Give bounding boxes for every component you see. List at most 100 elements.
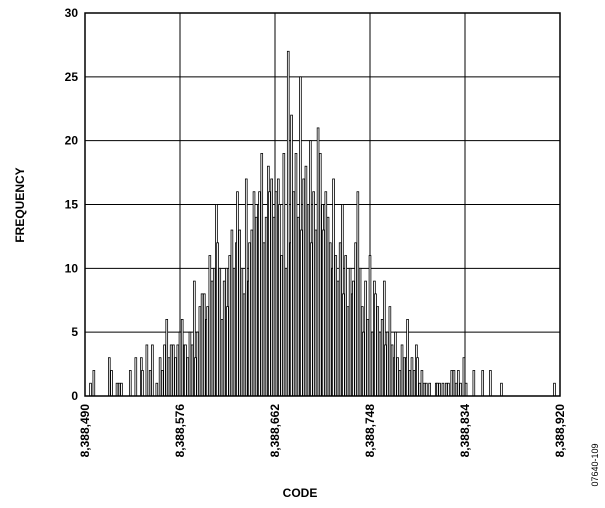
bar <box>436 382 439 397</box>
bar <box>236 191 239 397</box>
bar <box>161 370 164 397</box>
bar <box>338 242 342 397</box>
bar <box>410 357 414 397</box>
bar <box>406 318 409 397</box>
bar <box>489 370 492 397</box>
bar <box>230 229 234 397</box>
bar <box>110 370 113 397</box>
bar <box>92 370 96 397</box>
bar <box>378 331 382 397</box>
bar <box>324 191 328 397</box>
bar <box>117 382 121 397</box>
bar <box>198 306 202 397</box>
bar <box>344 255 347 397</box>
bar <box>218 267 222 397</box>
bar <box>252 191 256 397</box>
bar <box>194 357 197 397</box>
x-tick-label: 8,388,662 <box>268 404 282 458</box>
bar <box>134 357 138 397</box>
x-tick-label: 8,388,834 <box>458 404 472 458</box>
bar <box>314 229 318 397</box>
bar <box>362 331 365 397</box>
bar <box>280 255 283 397</box>
bar <box>500 382 503 397</box>
bar <box>342 293 345 397</box>
y-tick-label: 30 <box>65 6 79 20</box>
bar <box>262 242 266 397</box>
bar <box>400 344 404 397</box>
bar <box>108 357 111 397</box>
bar <box>354 242 357 397</box>
bar <box>452 370 456 397</box>
bar <box>128 370 132 397</box>
bar <box>200 293 204 397</box>
bar <box>336 280 340 397</box>
bar <box>358 267 362 397</box>
bar <box>459 382 462 397</box>
bar <box>332 178 335 397</box>
bar <box>163 344 166 397</box>
bar <box>274 191 278 397</box>
y-tick-label: 20 <box>65 134 79 148</box>
bar <box>115 382 119 397</box>
bar <box>310 242 313 397</box>
bar <box>180 318 184 397</box>
bar <box>352 280 355 397</box>
bar <box>302 178 306 397</box>
bar <box>450 370 454 397</box>
bar <box>300 229 303 397</box>
bar <box>396 357 399 397</box>
bar <box>334 255 338 397</box>
bar <box>422 382 426 397</box>
bar <box>408 370 412 397</box>
bar <box>402 357 406 397</box>
bar <box>210 280 214 397</box>
bar <box>376 306 380 397</box>
bar <box>457 370 460 397</box>
bar <box>394 331 397 397</box>
bar <box>386 331 389 397</box>
bar <box>206 306 209 397</box>
bar <box>380 318 384 397</box>
bar <box>145 344 149 397</box>
bar <box>384 344 387 397</box>
bar <box>240 267 244 397</box>
x-tick-label: 8,388,748 <box>363 404 377 458</box>
bar <box>278 204 281 397</box>
x-tick-label: 8,388,920 <box>553 404 567 458</box>
bar <box>226 306 229 397</box>
bar <box>322 229 325 397</box>
bar <box>169 344 173 397</box>
x-tick-label: 8,388,490 <box>78 404 92 458</box>
bar <box>294 153 298 397</box>
bar <box>388 306 392 397</box>
y-axis-label: FREQUENCY <box>13 167 27 242</box>
y-tick-label: 15 <box>65 198 79 212</box>
bar <box>120 382 123 397</box>
bar <box>158 357 162 397</box>
bar <box>172 344 175 397</box>
bar <box>190 344 194 397</box>
bar <box>454 382 458 397</box>
bar <box>412 370 416 397</box>
bar <box>416 357 419 397</box>
y-tick-label: 5 <box>71 325 78 339</box>
bar <box>290 114 293 397</box>
bar <box>425 382 428 397</box>
bar <box>203 293 206 397</box>
bar <box>444 382 448 397</box>
bar <box>268 191 271 397</box>
bar <box>418 382 422 397</box>
bar <box>174 357 177 397</box>
x-axis-label: CODE <box>283 486 318 500</box>
bar <box>312 191 315 397</box>
bar <box>260 153 264 397</box>
bar <box>286 50 290 397</box>
bar <box>232 267 236 397</box>
bar <box>328 242 332 397</box>
x-tick-label: 8,388,576 <box>173 404 187 458</box>
bar <box>441 382 445 397</box>
bar <box>292 191 296 397</box>
bar <box>370 331 374 397</box>
